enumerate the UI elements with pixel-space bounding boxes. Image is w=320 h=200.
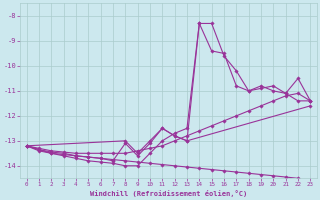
X-axis label: Windchill (Refroidissement éolien,°C): Windchill (Refroidissement éolien,°C) <box>90 190 247 197</box>
